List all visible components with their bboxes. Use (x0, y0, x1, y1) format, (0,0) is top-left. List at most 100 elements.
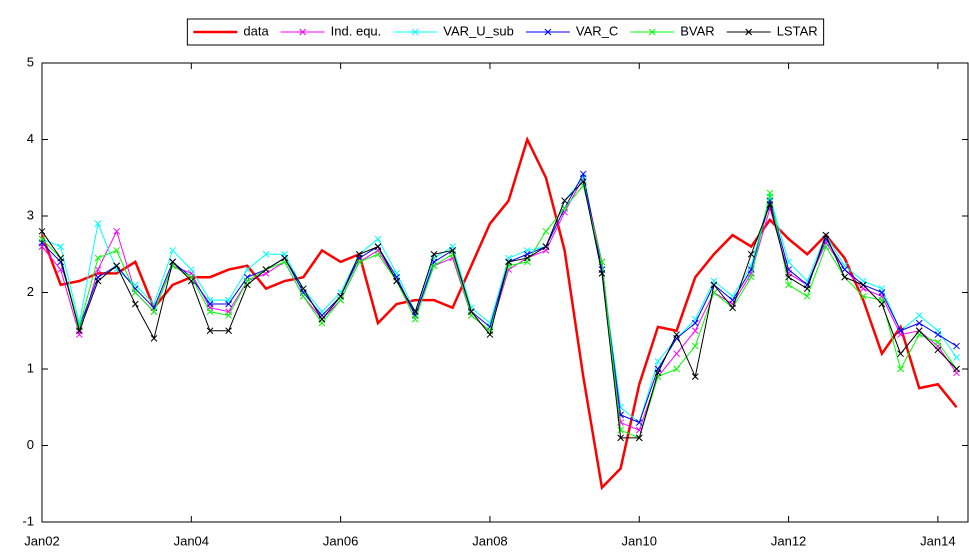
marker (934, 346, 942, 354)
marker (635, 419, 643, 426)
marker (94, 254, 102, 262)
series-line (41, 180, 957, 439)
marker (822, 243, 830, 250)
legend-marker (544, 28, 552, 36)
marker (206, 308, 214, 315)
legend: data Ind. equ. VAR_U_sub VAR_C BVAR LSTAR (186, 18, 825, 46)
marker (187, 266, 195, 273)
x-tick-label: Jan06 (323, 533, 358, 548)
marker (747, 273, 755, 281)
marker (225, 300, 232, 308)
y-tick-label: 2 (27, 284, 34, 299)
marker (934, 338, 942, 346)
marker (691, 342, 699, 350)
marker (243, 266, 251, 273)
marker (113, 247, 121, 254)
legend-marker (411, 28, 419, 36)
marker (897, 327, 904, 335)
marker (953, 365, 960, 373)
marker (449, 247, 456, 254)
marker (785, 273, 792, 281)
legend-label: data (243, 23, 269, 38)
marker (243, 281, 251, 289)
marker (598, 270, 606, 277)
x-tick-label: Jan12 (771, 533, 806, 548)
marker (617, 434, 624, 442)
marker (915, 312, 923, 319)
marker (430, 250, 438, 258)
marker (299, 292, 307, 300)
marker (206, 300, 214, 308)
marker (94, 277, 102, 285)
series (38, 182, 960, 442)
marker (38, 227, 46, 235)
marker (169, 247, 177, 254)
marker (57, 254, 65, 262)
series-line (41, 176, 957, 431)
marker (561, 197, 568, 205)
marker (542, 243, 550, 250)
y-tick-label: 4 (27, 131, 34, 146)
marker (617, 426, 624, 434)
marker (75, 327, 83, 335)
x-tick-label: Jan14 (920, 533, 955, 548)
marker (673, 365, 680, 373)
marker (281, 254, 288, 262)
marker (94, 220, 102, 228)
marker (131, 300, 139, 308)
marker (131, 289, 139, 296)
marker (654, 369, 662, 377)
marker (38, 235, 46, 243)
legend-label: Ind. equ. (331, 23, 382, 38)
series (38, 178, 960, 442)
plot-area (41, 62, 969, 523)
marker (542, 227, 550, 235)
marker (934, 331, 942, 338)
marker (374, 250, 382, 258)
marker (691, 327, 699, 335)
marker (673, 350, 680, 358)
legend-marker (745, 28, 753, 36)
marker (803, 292, 811, 300)
marker (57, 243, 65, 250)
marker (225, 327, 232, 335)
series-line (41, 184, 957, 439)
marker (262, 266, 270, 273)
marker (355, 250, 363, 258)
marker (859, 292, 867, 300)
marker (635, 434, 643, 442)
marker (94, 266, 102, 273)
x-tick-label: Jan04 (174, 533, 209, 548)
x-tick-label: Jan10 (622, 533, 657, 548)
marker (691, 373, 699, 381)
y-tick-label: 3 (27, 207, 34, 222)
marker (766, 189, 774, 197)
marker (579, 178, 587, 185)
marker (579, 170, 587, 178)
marker (374, 235, 382, 243)
marker (337, 292, 344, 300)
legend-marker (648, 28, 656, 36)
marker (710, 281, 718, 289)
marker (822, 231, 830, 239)
marker (430, 262, 438, 270)
marker (505, 258, 512, 266)
series-line (40, 136, 958, 491)
marker (523, 254, 531, 262)
y-tick-label: 1 (27, 360, 34, 375)
marker (467, 308, 475, 315)
marker (411, 308, 419, 315)
marker (841, 273, 848, 281)
legend-marker (299, 28, 307, 36)
y-tick-label: -1 (22, 513, 34, 528)
marker (262, 250, 270, 258)
marker (691, 319, 699, 327)
marker (673, 331, 680, 338)
y-tick-label: 0 (27, 437, 34, 452)
marker (897, 350, 904, 358)
legend-label: LSTAR (777, 23, 818, 38)
marker (150, 308, 158, 315)
marker (411, 315, 419, 323)
marker (654, 357, 662, 365)
